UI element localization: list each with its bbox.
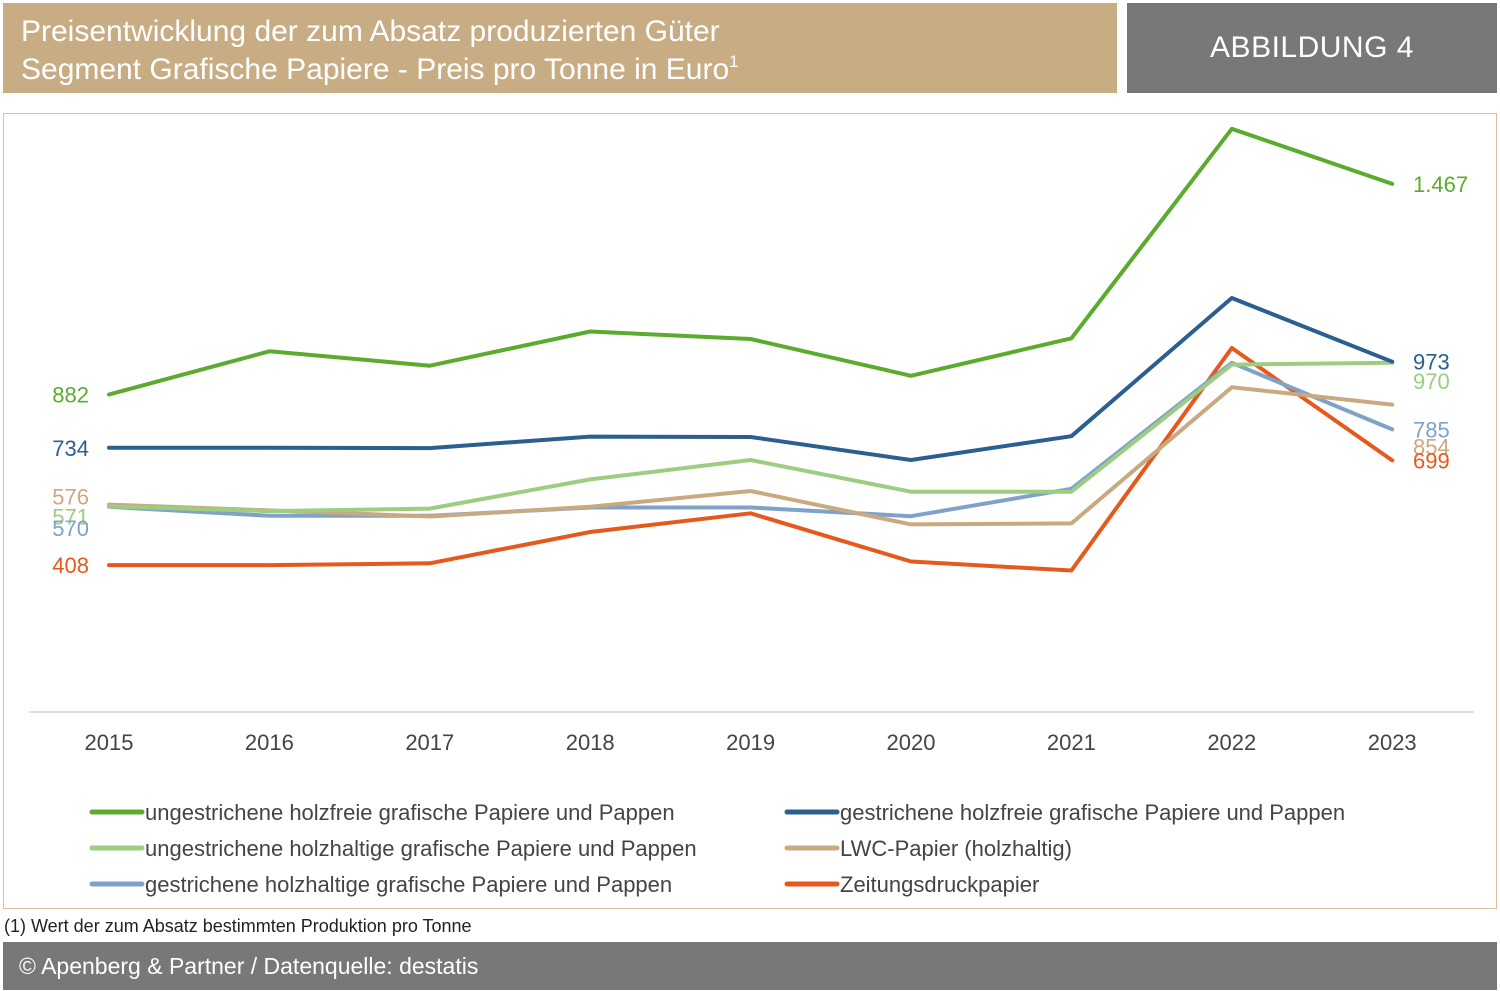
start-value-label: 571 [52,504,89,529]
legend-label: gestrichene holzfreie grafische Papiere … [840,800,1345,825]
chart-title: Preisentwicklung der zum Absatz produzie… [21,13,1117,51]
title-footnote-marker: 1 [729,52,739,71]
start-value-label: 882 [52,382,89,407]
series-line-2 [107,296,1395,462]
x-tick-label: 2015 [85,730,134,755]
end-value-label: 973 [1413,350,1450,375]
x-tick-label: 2023 [1368,730,1417,755]
start-value-label: 734 [52,436,89,461]
title-line-2-main: Segment Grafische Papiere - [21,53,417,86]
title-line-2-sub: Preis pro Tonne in Euro [416,53,730,86]
legend-label: LWC-Papier (holzhaltig) [840,836,1072,861]
series-line-6 [107,346,1395,573]
chart-subtitle: Segment Grafische Papiere - Preis pro To… [21,51,1117,89]
x-tick-label: 2020 [887,730,936,755]
x-tick-label: 2021 [1047,730,1096,755]
x-tick-label: 2018 [566,730,615,755]
footer-bar: © Apenberg & Partner / Datenquelle: dest… [3,942,1497,990]
series-line-3 [107,360,1395,514]
start-value-label: 576 [52,485,89,510]
x-tick-label: 2016 [245,730,294,755]
x-tick-label: 2017 [405,730,454,755]
series-line-1 [107,126,1395,397]
title-box: Preisentwicklung der zum Absatz produzie… [3,3,1117,93]
end-value-label: 785 [1413,417,1450,442]
start-value-label: 408 [52,553,89,578]
end-value-label: 854 [1413,435,1450,460]
line-chart: 2015 2016 2017 2018 2019 2020 2021 2022 2023 882 1… [29,126,1474,897]
start-value-label: 570 [52,516,89,541]
footer-source: © Apenberg & Partner / Datenquelle: dest… [19,952,479,979]
title-line-1: Preisentwicklung der zum Absatz produzie… [21,15,720,48]
end-value-label: 970 [1413,369,1450,394]
legend-label: ungestrichene holzfreie grafische Papier… [145,800,675,825]
legend-label: ungestrichene holzhaltige grafische Papi… [145,836,697,861]
chart-frame: 2015 2016 2017 2018 2019 2020 2021 2022 2023 882 1… [3,113,1497,909]
x-tick-label: 2019 [726,730,775,755]
footnote: (1) Wert der zum Absatz bestimmten Produ… [4,916,472,936]
series-line-4 [107,385,1395,527]
series-line-5 [107,360,1395,519]
legend-label: Zeitungsdruckpapier [840,872,1039,897]
end-value-label: 699 [1413,448,1450,473]
legend-label: gestrichene holzhaltige grafische Papier… [145,872,672,897]
x-tick-label: 2022 [1207,730,1256,755]
end-value-label: 1.467 [1413,172,1468,197]
figure-badge: ABBILDUNG 4 [1127,3,1497,93]
